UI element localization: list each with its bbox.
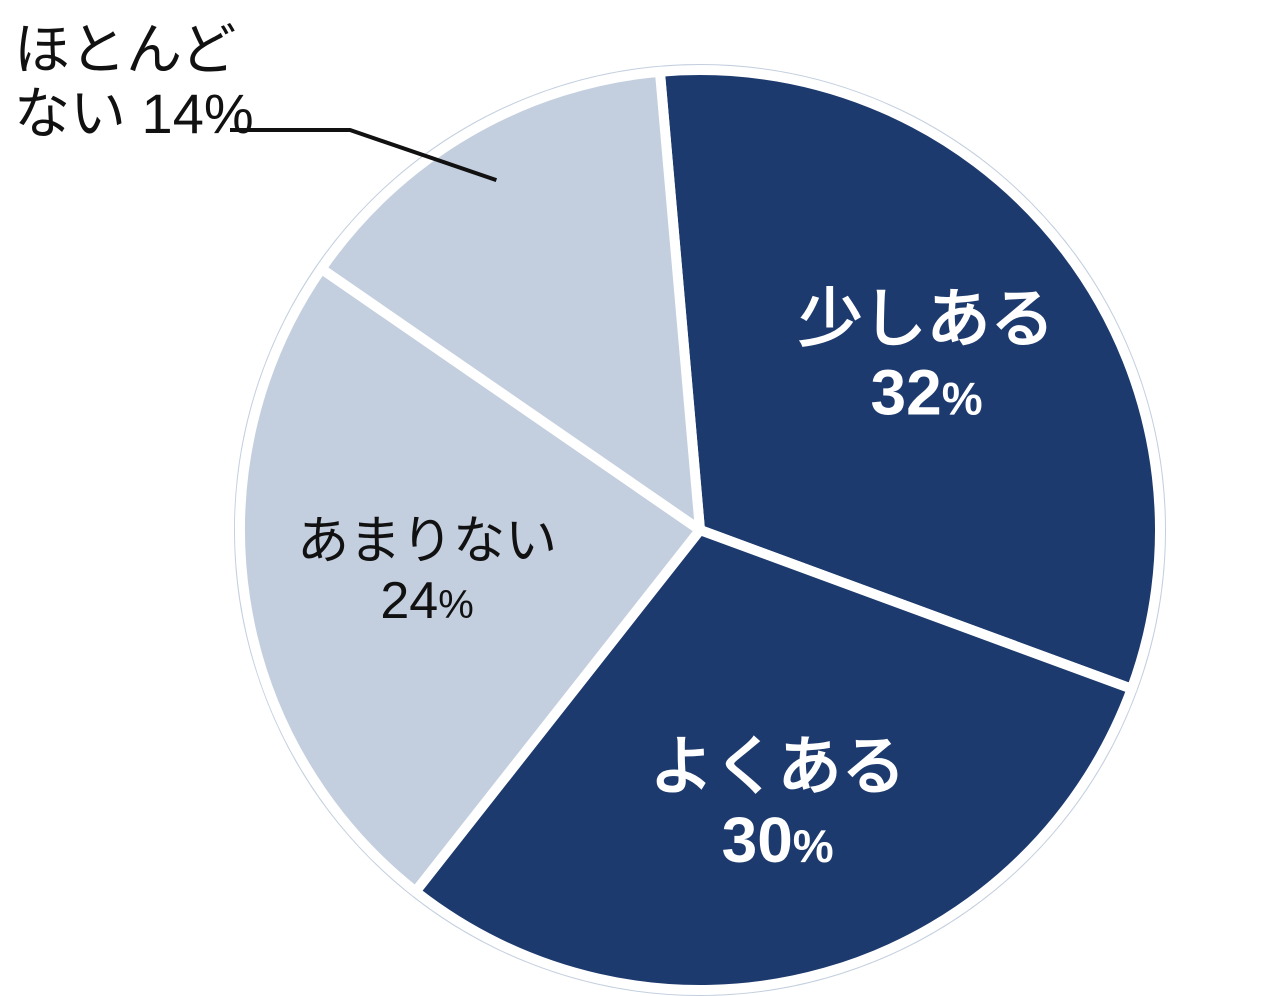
callout-label: ほとんど ない 14% [14, 18, 254, 147]
pie-chart-container: 少しある32%よくある30%あまりない24% ほとんど ない 14% [0, 0, 1280, 996]
pie-chart: 少しある32%よくある30%あまりない24% [0, 0, 1280, 996]
